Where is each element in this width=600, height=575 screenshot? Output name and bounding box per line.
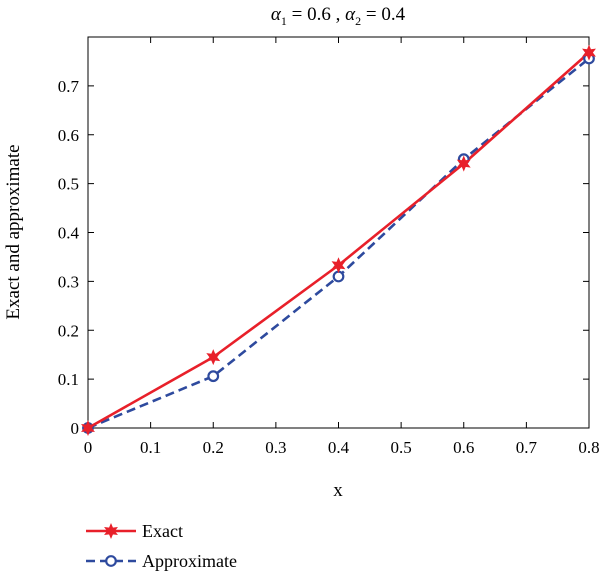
- data-point-exact: [206, 349, 221, 366]
- legend-marker-exact: [104, 522, 118, 540]
- y-tick-label: 0.4: [58, 224, 80, 243]
- x-tick-label: 0.1: [140, 438, 161, 457]
- y-tick-label: 0.2: [58, 321, 79, 340]
- legend-marker-approximate: [105, 555, 117, 567]
- legend-label-exact: Exact: [142, 521, 183, 541]
- y-axis-label: Exact and approximate: [3, 144, 24, 319]
- series-lines: [87, 51, 590, 430]
- series-markers: [81, 44, 596, 437]
- title-alpha2-value: = 0.4: [361, 4, 405, 25]
- chart-title: α1 = 0.6 , α2 = 0.4: [271, 4, 406, 28]
- series-line-exact: [87, 51, 590, 430]
- data-point-approximate: [207, 370, 220, 383]
- series-line-approximate: [87, 57, 590, 430]
- title-alpha1-value: = 0.6 ,: [287, 4, 345, 25]
- x-tick-label: 0.7: [516, 438, 538, 457]
- y-tick-label: 0.3: [58, 272, 79, 291]
- x-tick-label: 0.5: [391, 438, 412, 457]
- x-tick-label: 0.8: [578, 438, 599, 457]
- y-tick-label: 0.5: [58, 175, 79, 194]
- data-point-exact: [81, 419, 95, 437]
- title-alpha1-subscript: 1: [281, 14, 287, 28]
- x-tick-label: 0.2: [203, 438, 224, 457]
- legend-label-approximate: Approximate: [142, 551, 237, 571]
- y-tick-label: 0.1: [58, 370, 79, 389]
- axis-tick-labels: 0 0.1 0.2 0.3 0.4 0.5 0.6 0.7 0.8 0 0.1 0.2 0.3 0.4 0.…: [58, 77, 600, 457]
- y-tick-label: 0.6: [58, 126, 79, 145]
- data-point-exact: [331, 257, 346, 274]
- axis-ticks: [87, 37, 590, 429]
- y-tick-label: 0: [71, 419, 80, 438]
- x-axis-label: x: [333, 480, 343, 501]
- x-tick-label: 0.6: [453, 438, 474, 457]
- data-point-exact: [582, 44, 596, 61]
- x-tick-label: 0: [84, 438, 93, 457]
- plot-frame: [87, 36, 590, 429]
- title-alpha2-subscript: 2: [355, 14, 361, 28]
- x-tick-label: 0.3: [265, 438, 286, 457]
- title-alpha1-symbol: α: [271, 4, 282, 25]
- x-tick-label: 0.4: [328, 438, 350, 457]
- y-tick-label: 0.7: [58, 77, 80, 96]
- legend: Exact Approximate: [86, 521, 237, 571]
- title-alpha2-symbol: α: [345, 4, 356, 25]
- data-point-exact: [456, 155, 471, 172]
